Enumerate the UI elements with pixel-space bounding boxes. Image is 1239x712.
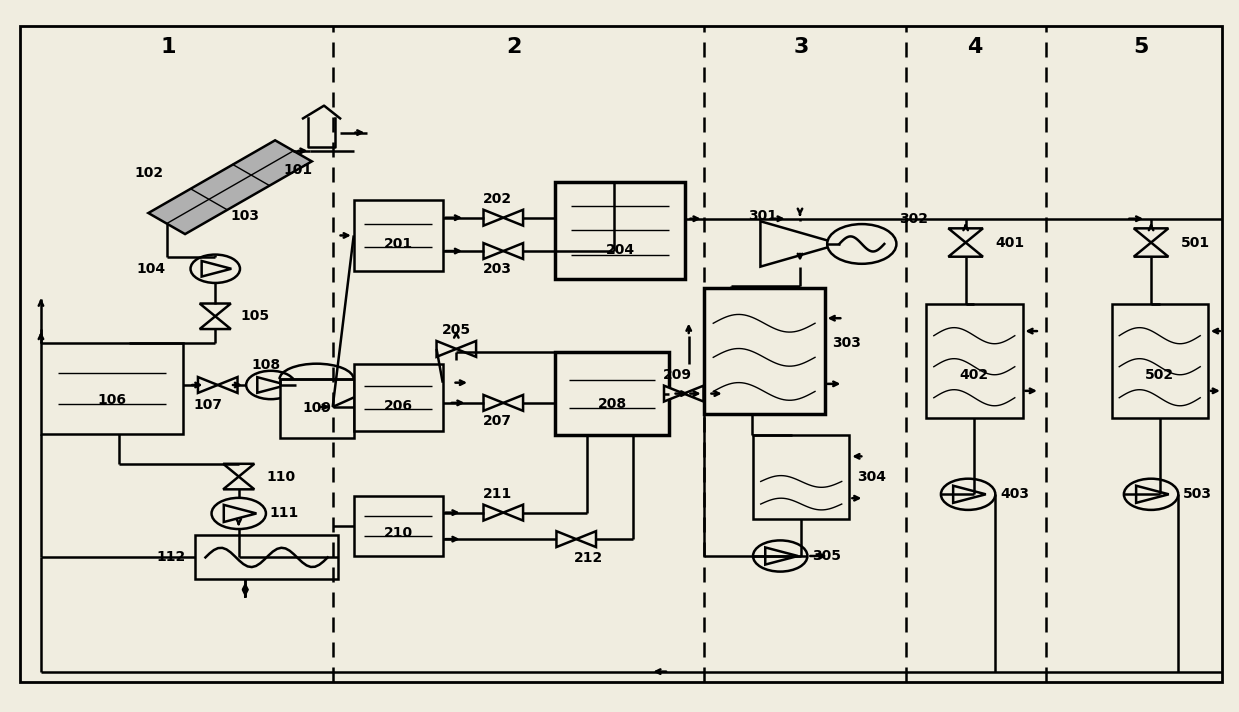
Bar: [353, 496, 442, 556]
Circle shape: [247, 371, 296, 399]
Text: 305: 305: [813, 549, 841, 563]
Text: 2: 2: [507, 38, 522, 58]
Bar: [353, 364, 442, 431]
Text: 206: 206: [384, 399, 413, 412]
Text: 103: 103: [230, 209, 259, 223]
Text: 203: 203: [483, 263, 512, 276]
Polygon shape: [436, 341, 456, 357]
Bar: [555, 182, 685, 279]
Text: 205: 205: [442, 323, 471, 337]
Circle shape: [1124, 478, 1178, 510]
Text: 202: 202: [482, 192, 512, 206]
Circle shape: [753, 540, 808, 572]
Circle shape: [191, 255, 240, 283]
Polygon shape: [223, 476, 254, 489]
Text: 3: 3: [793, 38, 809, 58]
Text: 401: 401: [995, 236, 1025, 249]
Text: 5: 5: [1134, 38, 1149, 58]
Text: 209: 209: [663, 368, 693, 382]
Polygon shape: [149, 140, 312, 234]
Text: 104: 104: [136, 262, 166, 276]
Bar: [1111, 303, 1208, 419]
Polygon shape: [766, 548, 798, 565]
Text: 112: 112: [156, 550, 186, 565]
Polygon shape: [503, 210, 523, 226]
Text: 501: 501: [1181, 236, 1209, 249]
Polygon shape: [456, 341, 476, 357]
Text: 101: 101: [284, 163, 312, 177]
Polygon shape: [483, 395, 503, 411]
Text: 303: 303: [833, 337, 861, 350]
Text: 301: 301: [748, 209, 777, 223]
Bar: [753, 436, 850, 519]
Text: 211: 211: [482, 487, 512, 501]
Polygon shape: [1134, 229, 1168, 243]
Polygon shape: [761, 221, 840, 266]
Text: 102: 102: [135, 166, 164, 180]
Text: 402: 402: [960, 368, 989, 382]
Polygon shape: [684, 386, 704, 402]
Text: 403: 403: [1000, 487, 1030, 501]
Bar: [555, 352, 669, 436]
Circle shape: [940, 478, 995, 510]
Polygon shape: [483, 505, 503, 520]
Polygon shape: [948, 243, 983, 257]
Polygon shape: [218, 377, 238, 393]
Bar: [196, 535, 338, 580]
Text: 4: 4: [966, 38, 983, 58]
Text: 201: 201: [384, 237, 413, 251]
Circle shape: [212, 498, 266, 529]
Text: 107: 107: [193, 398, 222, 412]
Polygon shape: [223, 464, 254, 476]
Polygon shape: [1134, 243, 1168, 257]
Polygon shape: [953, 486, 986, 503]
Text: 105: 105: [240, 309, 269, 323]
Text: 212: 212: [574, 550, 603, 565]
Polygon shape: [948, 229, 983, 243]
Bar: [280, 379, 353, 438]
Text: 207: 207: [483, 414, 512, 429]
Polygon shape: [576, 531, 596, 547]
Polygon shape: [202, 261, 232, 276]
Polygon shape: [258, 377, 287, 393]
Polygon shape: [224, 505, 256, 522]
Polygon shape: [198, 377, 218, 393]
Text: 204: 204: [606, 243, 634, 257]
Polygon shape: [664, 386, 684, 402]
Text: 1: 1: [161, 38, 176, 58]
Polygon shape: [483, 243, 503, 259]
Circle shape: [828, 224, 896, 264]
Text: 302: 302: [898, 212, 928, 226]
Polygon shape: [503, 243, 523, 259]
Text: 106: 106: [98, 392, 126, 407]
Text: 503: 503: [1183, 487, 1212, 501]
Polygon shape: [1136, 486, 1168, 503]
Text: 502: 502: [1145, 368, 1175, 382]
Polygon shape: [503, 505, 523, 520]
Text: 109: 109: [302, 401, 331, 415]
Bar: [353, 200, 442, 271]
Bar: [926, 303, 1022, 419]
Bar: [41, 343, 183, 434]
Text: 304: 304: [857, 471, 886, 484]
Polygon shape: [556, 531, 576, 547]
Polygon shape: [199, 316, 230, 329]
Text: 111: 111: [270, 506, 299, 520]
Text: 208: 208: [597, 397, 627, 411]
Text: 110: 110: [266, 470, 295, 483]
Text: 210: 210: [384, 526, 413, 540]
Polygon shape: [199, 303, 230, 316]
Polygon shape: [483, 210, 503, 226]
Text: 108: 108: [252, 358, 280, 372]
Bar: [704, 288, 825, 414]
Polygon shape: [503, 395, 523, 411]
